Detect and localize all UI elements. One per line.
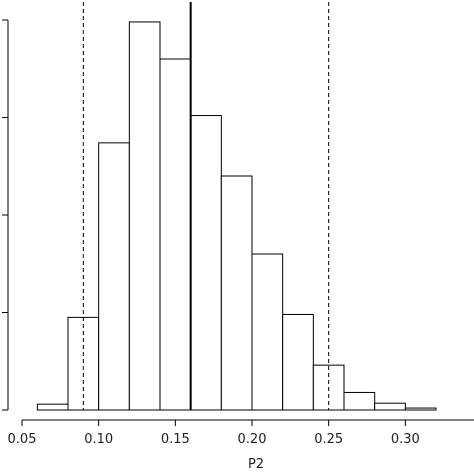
histogram-bar-3 — [128, 21, 161, 411]
x-tick-label-1: 0.10 — [84, 432, 113, 447]
histogram-bar-12 — [404, 407, 437, 411]
histogram-bar-7 — [251, 253, 284, 411]
histogram-bar-11 — [374, 402, 406, 411]
y-tick-label-0: 0 — [0, 407, 1, 414]
histogram-bar-0 — [36, 403, 69, 411]
y-tick-label-2: 1000 — [0, 201, 1, 229]
y-tick-label-3: 1500 — [0, 104, 1, 132]
histogram-bar-10 — [343, 391, 376, 411]
histogram-bar-4 — [159, 58, 192, 411]
histogram-bar-8 — [282, 313, 314, 411]
x-axis-label: P2 — [248, 457, 264, 472]
y-axis: 0 500 1000 1500 2000 — [0, 6, 9, 414]
x-tick-label-4: 0.25 — [314, 432, 343, 447]
histogram-bar-5 — [190, 115, 222, 411]
histogram-bar-6 — [220, 175, 253, 411]
x-tick-label-5: 0.30 — [391, 432, 420, 447]
x-axis: 0.05 0.10 0.15 0.20 0.25 0.30 — [8, 419, 474, 447]
histogram-bar-2 — [98, 142, 130, 411]
x-tick-label-2: 0.15 — [161, 432, 190, 447]
x-tick-label-3: 0.20 — [238, 432, 267, 447]
histogram-bars — [36, 21, 437, 411]
y-tick-label-1: 500 — [0, 302, 1, 323]
y-tick-label-4: 2000 — [0, 6, 1, 34]
reference-lines — [82, 2, 330, 410]
x-tick-label-0: 0.05 — [8, 432, 37, 447]
